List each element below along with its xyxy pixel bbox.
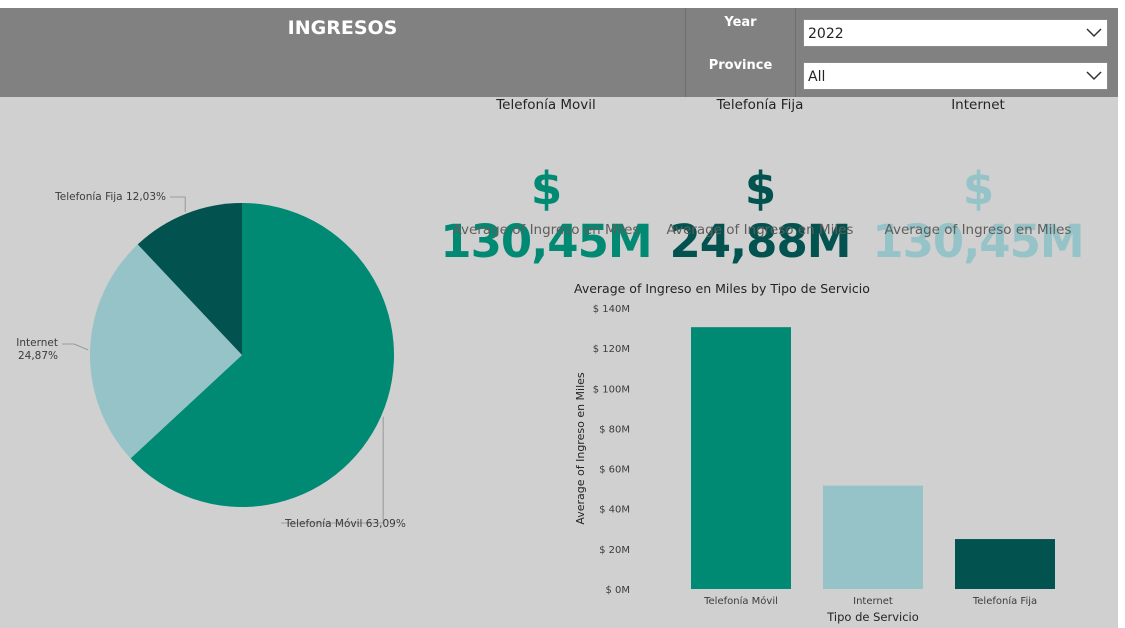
bar[interactable] <box>691 327 791 589</box>
y-axis-label: Average of Ingreso en Miles <box>574 372 587 525</box>
card-title: Telefonía Movil <box>496 97 596 113</box>
kpi-value: $ 130,45M <box>872 162 1084 268</box>
kpi-subtitle: Average of Ingreso en Miles <box>666 222 854 238</box>
slicer-label-column: Year Province <box>685 8 796 97</box>
header-bar: INGRESOS Year Province 2022 All <box>0 8 1118 97</box>
y-tick-label: $ 100M <box>593 384 630 395</box>
page-title: INGRESOS <box>287 17 398 39</box>
pie-label-movil: Telefonía Móvil 63,09% <box>284 518 406 530</box>
pie-slice[interactable] <box>89 244 242 459</box>
bar[interactable] <box>955 539 1055 589</box>
year-slicer-label: Year <box>724 15 757 30</box>
y-tick-label: $ 60M <box>599 465 630 476</box>
y-tick-label: $ 80M <box>599 424 630 435</box>
x-tick-label: Telefonía Móvil <box>703 595 778 607</box>
pie-label-internet-pct: 24,87% <box>18 350 58 362</box>
kpi-value: $ 24,88M <box>669 162 851 268</box>
bar[interactable] <box>823 485 923 589</box>
bar-chart[interactable]: Average of Ingreso en Miles by Tipo de S… <box>560 272 1080 628</box>
x-tick-label: Telefonía Fija <box>972 595 1037 607</box>
x-tick-label: Internet <box>853 596 893 607</box>
province-dropdown-value: All <box>808 69 826 85</box>
province-dropdown[interactable]: All <box>803 62 1108 90</box>
pie-leader-line <box>281 416 384 524</box>
y-tick-label: $ 0M <box>605 585 630 596</box>
top-strip <box>0 0 1118 8</box>
chevron-down-icon <box>1086 28 1102 38</box>
pie-leader-line <box>62 343 89 351</box>
pie-label-fija: Telefonía Fija 12,03% <box>54 191 166 203</box>
year-dropdown[interactable]: 2022 <box>803 19 1108 47</box>
year-dropdown-value: 2022 <box>808 26 844 42</box>
kpi-subtitle: Average of Ingreso en Miles <box>452 222 640 238</box>
kpi-subtitle: Average of Ingreso en Miles <box>884 222 1072 238</box>
x-axis-label: Tipo de Servicio <box>826 610 919 624</box>
card-title: Internet <box>951 97 1005 113</box>
province-slicer-label: Province <box>708 58 773 73</box>
y-tick-label: $ 120M <box>593 344 630 355</box>
pie-label-internet-name: Internet <box>16 337 58 349</box>
y-tick-label: $ 140M <box>593 304 630 315</box>
pie-leader-line <box>170 196 186 212</box>
y-tick-label: $ 20M <box>599 545 630 556</box>
pie-slice[interactable] <box>137 203 242 355</box>
bar-chart-title: Average of Ingreso en Miles by Tipo de S… <box>574 281 870 296</box>
kpi-value: $ 130,45M <box>440 162 652 268</box>
y-tick-label: $ 40M <box>599 505 630 516</box>
chevron-down-icon <box>1086 71 1102 81</box>
card-title: Telefonía Fija <box>716 97 804 113</box>
pie-slice[interactable] <box>130 203 394 507</box>
